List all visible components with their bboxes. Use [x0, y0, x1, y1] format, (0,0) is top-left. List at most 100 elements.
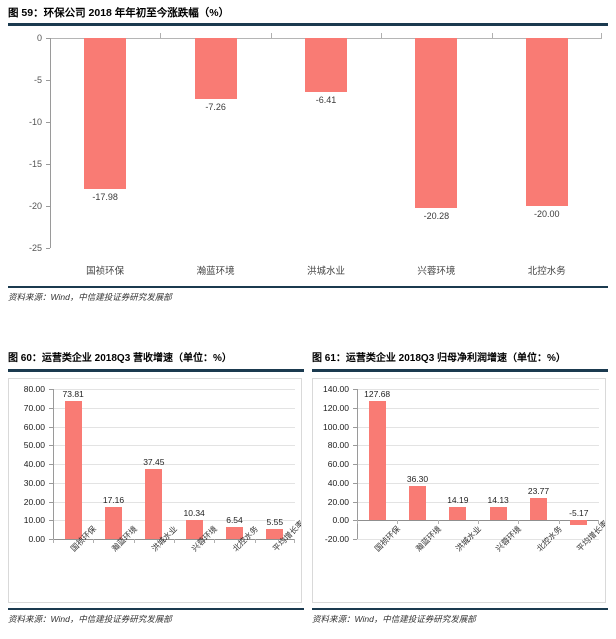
bar-value-label: -6.41	[315, 94, 337, 105]
bar-value-label: -20.00	[534, 209, 560, 219]
bar-value-label: 5.55	[266, 516, 284, 527]
y-axis-tickmark	[353, 501, 357, 503]
bar-value-label: -7.26	[205, 101, 226, 112]
y-axis-tickmark	[46, 164, 50, 165]
gridline	[357, 445, 599, 447]
bar	[570, 520, 588, 526]
bar-value-label: 14.13	[487, 495, 509, 505]
y-axis-tickmark	[353, 539, 357, 540]
y-axis-tickmark	[46, 248, 50, 249]
y-axis-tickmark	[46, 206, 50, 207]
y-axis-tick-label: 30.00	[23, 477, 45, 488]
y-axis-tick-label: 0.00	[332, 515, 349, 526]
bar-value-label: 37.45	[143, 456, 165, 467]
figure-60-source-block: 资料来源：Wind，中信建投证券研究发展部	[8, 608, 304, 625]
gridline	[53, 445, 295, 447]
x-axis-tickmark	[518, 520, 520, 525]
bar-value-label: 36.30	[406, 474, 429, 485]
x-axis-tickmark	[558, 520, 560, 525]
y-axis-tick-label: 10.00	[23, 515, 45, 526]
gridline	[53, 426, 295, 428]
figure-59-plot: 0 -5 -10 -15 -20 -25 -17.98 国祯环保 -7.26 瀚蓝环境 -6.41 洪…	[8, 26, 608, 281]
y-axis-tickmark	[49, 445, 53, 447]
bar	[105, 506, 122, 539]
figure-60-title-rule	[8, 369, 304, 372]
y-axis-tick-label: 140.00	[323, 384, 349, 394]
bar-value-label: 14.19	[447, 494, 469, 505]
y-axis-tick-label: -25	[28, 243, 42, 253]
x-axis-tickmark	[254, 539, 256, 543]
x-axis-tickmark	[437, 520, 439, 525]
x-axis-category-label: 北控水务	[527, 266, 566, 277]
figure-61-source-block: 资料来源：Wind，中信建投证券研究发展部	[312, 608, 608, 625]
y-axis-tickmark	[353, 482, 357, 484]
x-axis-tickmark	[174, 539, 175, 543]
x-axis-tickmark	[601, 33, 602, 38]
figure-60-source-rule	[8, 608, 304, 610]
bar-value-label: -20.28	[423, 211, 450, 222]
x-axis-tickmark	[294, 539, 295, 543]
bar-value-label: 127.68	[364, 388, 391, 399]
bar	[415, 38, 458, 209]
y-axis-line	[357, 389, 358, 539]
x-axis-tickmark	[357, 520, 358, 525]
y-axis-tickmark	[49, 407, 53, 409]
x-axis-category-label: 瀚蓝环境	[196, 266, 235, 277]
y-axis-tickmark	[49, 482, 53, 484]
x-axis-tickmark	[491, 33, 493, 38]
gridline	[53, 407, 295, 409]
y-axis-tick-label: 80.00	[23, 384, 45, 394]
bar	[489, 507, 507, 521]
gridline	[357, 464, 599, 465]
bar	[145, 468, 163, 539]
y-axis-tickmark	[46, 122, 50, 123]
bar	[530, 497, 547, 521]
x-axis-category-label: 国祯环保	[86, 266, 125, 277]
y-axis-tickmark	[49, 426, 53, 428]
y-axis-tickmark	[353, 520, 357, 522]
bar	[226, 526, 243, 539]
y-axis-tickmark	[46, 38, 50, 39]
x-axis-tickmark	[270, 33, 272, 38]
y-axis-tickmark	[49, 520, 53, 522]
y-axis-tick-label: -15	[28, 159, 42, 169]
bar	[409, 486, 426, 521]
bar	[305, 38, 347, 92]
y-axis-tickmark	[353, 389, 357, 390]
y-axis-tickmark	[49, 389, 53, 390]
y-axis-tickmark	[49, 501, 53, 503]
bar	[185, 519, 203, 539]
gridline	[53, 520, 295, 522]
gridline	[357, 539, 599, 540]
bar	[64, 400, 82, 539]
gridline	[357, 501, 599, 503]
figure-60-source: 资料来源：Wind，中信建投证券研究发展部	[8, 613, 172, 624]
figure-59-source-block: 资料来源：Wind，中信建投证券研究发展部	[8, 286, 608, 303]
y-axis-tickmark	[49, 539, 53, 540]
y-axis-tick-label: 100.00	[323, 421, 349, 432]
y-axis-tick-label: 0	[36, 33, 42, 43]
y-axis-tick-label: 20.00	[327, 496, 349, 507]
y-axis-tick-label: 40.00	[23, 459, 45, 469]
x-axis-tickmark	[53, 539, 54, 543]
x-axis-tickmark	[133, 539, 135, 543]
y-axis-tickmark	[353, 426, 357, 428]
y-axis-tick-label: 120.00	[323, 402, 349, 413]
figure-59: 图 59：环保公司 2018 年年初至今涨跌幅（%） 0 -5 -10 -15 -20 -…	[8, 6, 608, 303]
y-axis-tickmark	[353, 464, 357, 465]
y-axis-tickmark	[353, 407, 357, 409]
y-axis-tick-label: 40.00	[327, 477, 349, 488]
x-axis-tickmark	[214, 539, 216, 543]
bar	[525, 38, 568, 206]
bar-value-label: 6.54	[226, 514, 243, 525]
bar-value-label: 10.34	[183, 507, 205, 518]
figure-59-title: 图 59：环保公司 2018 年年初至今涨跌幅（%）	[8, 7, 230, 19]
x-axis-category-label: 兴蓉环境	[417, 266, 456, 277]
bar	[194, 38, 237, 99]
bar-value-label: -17.98	[92, 192, 118, 203]
figure-60-plot: 80.00 70.00 60.00 50.00 40.00 30.00 20.00 10.00…	[8, 378, 302, 603]
figure-59-source: 资料来源：Wind，中信建投证券研究发展部	[8, 291, 172, 302]
bar-value-label: -5.17	[569, 508, 589, 519]
x-axis-category-label: 洪城水业	[306, 266, 345, 277]
gridline	[53, 389, 295, 390]
